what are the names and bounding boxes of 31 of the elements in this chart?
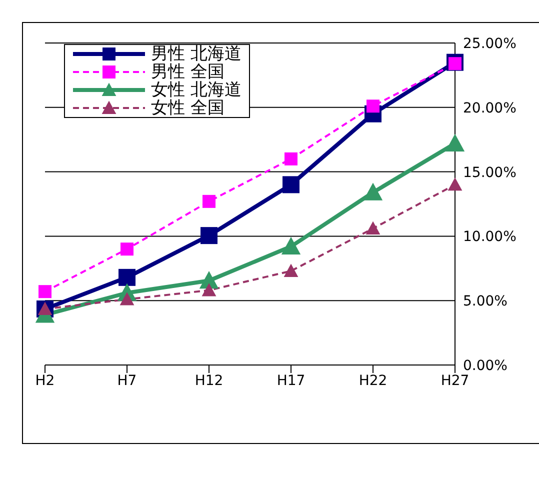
x-tick-label: H7	[117, 372, 137, 389]
point	[281, 236, 301, 255]
x-tick-label: H27	[440, 372, 470, 389]
legend-label: 女性 全国	[151, 98, 224, 118]
y-tick-label: 25.00%	[463, 36, 516, 52]
y-tick-label: 5.00%	[463, 294, 508, 310]
point	[448, 177, 462, 191]
point	[284, 264, 298, 277]
point	[366, 100, 380, 113]
point	[363, 182, 383, 200]
point	[200, 227, 218, 244]
x-tick-label: H12	[194, 372, 224, 389]
point	[282, 176, 300, 194]
point	[284, 152, 298, 166]
x-tick-label: H22	[358, 372, 388, 389]
point	[366, 221, 380, 234]
y-tick-label: 20.00%	[463, 100, 516, 116]
point	[120, 242, 134, 256]
point	[445, 134, 465, 152]
x-tick-label: H2	[35, 372, 55, 389]
point	[38, 285, 52, 298]
y-tick-label: 15.00%	[463, 164, 516, 181]
legend-label: 男性 全国	[151, 62, 224, 82]
x-tick-label: H17	[276, 372, 306, 389]
point	[202, 283, 216, 296]
point	[118, 268, 136, 286]
y-tick-label: 10.00%	[463, 229, 516, 246]
point	[202, 194, 216, 208]
legend-label: 男性 北海道	[151, 44, 242, 64]
legend-label: 女性 北海道	[151, 80, 242, 100]
y-tick-label: 0.00%	[463, 358, 508, 374]
